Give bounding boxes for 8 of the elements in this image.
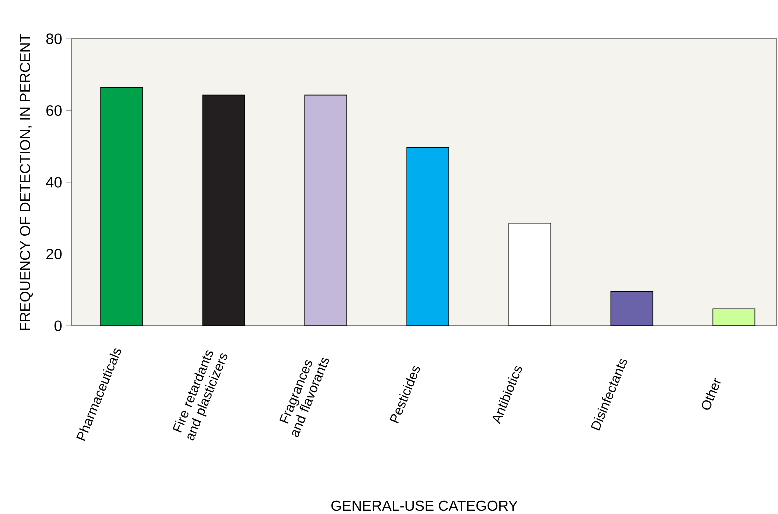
y-axis-title: FREQUENCY OF DETECTION, IN PERCENT <box>20 34 34 330</box>
x-tick-label: Other <box>702 378 721 410</box>
y-tick-label: 80 <box>46 34 62 44</box>
y-tick-label: 20 <box>46 248 62 260</box>
x-axis-title: GENERAL-USE CATEGORY <box>332 500 518 511</box>
y-tick-label: 0 <box>54 320 62 332</box>
y-tick-label: 60 <box>46 105 62 116</box>
y-tick-label: 40 <box>46 177 62 188</box>
